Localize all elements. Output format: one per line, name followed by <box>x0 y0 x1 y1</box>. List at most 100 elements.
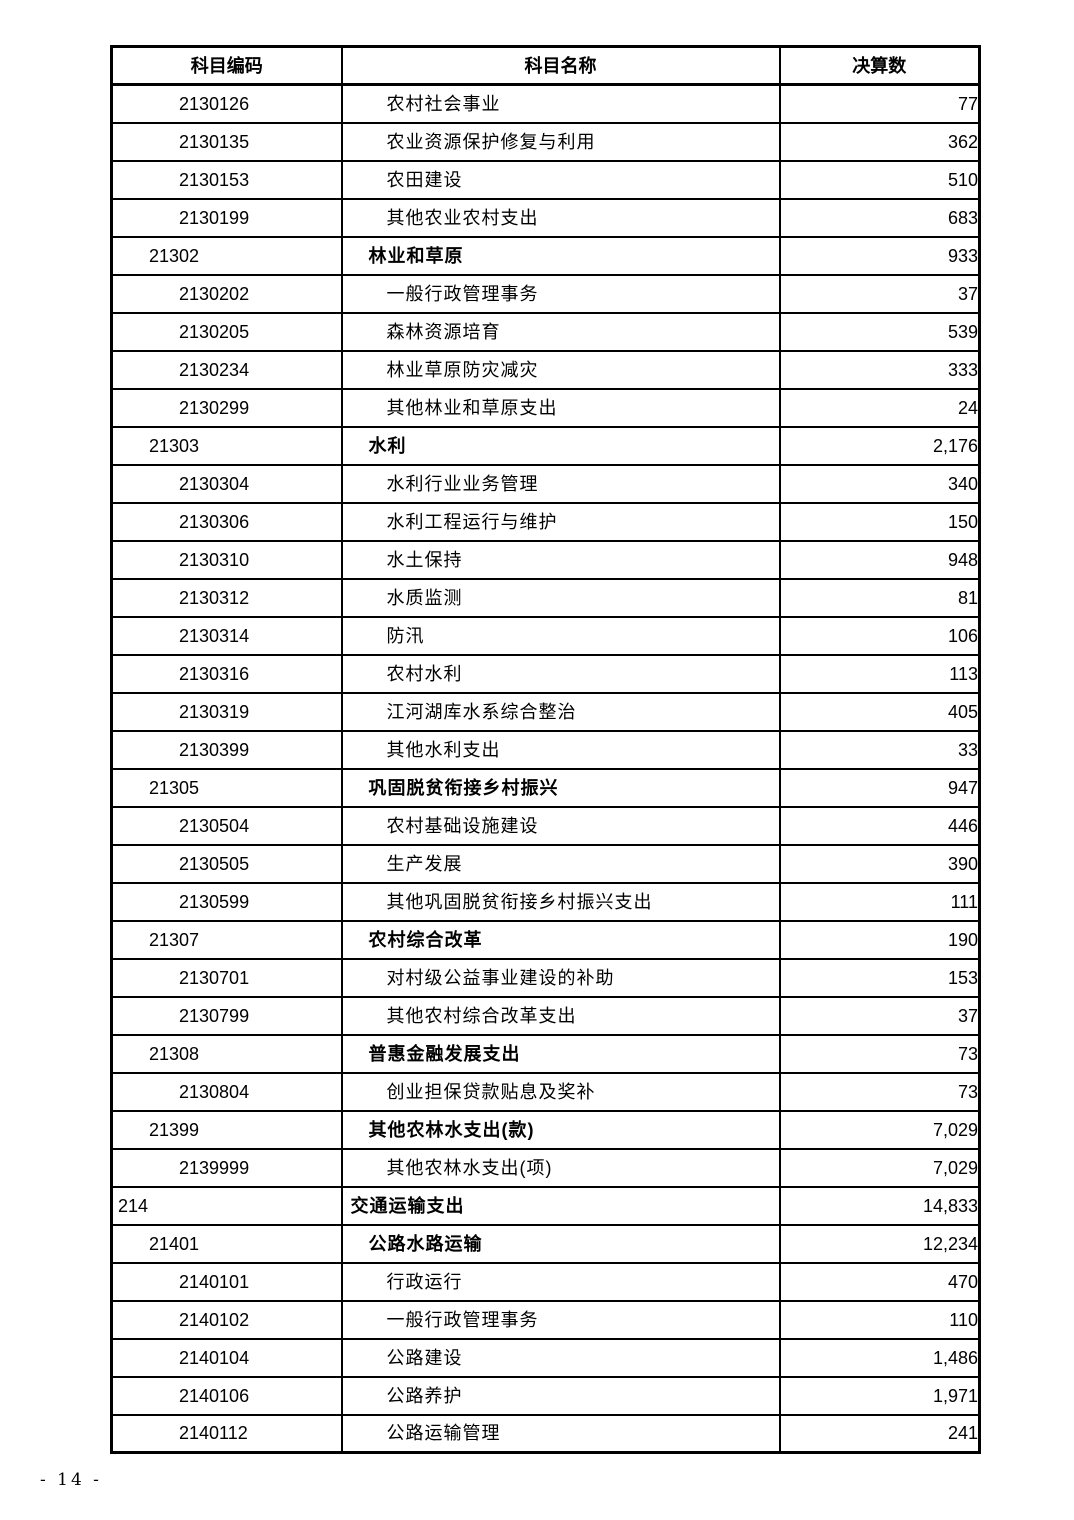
subject-name-cell: 其他农村综合改革支出 <box>340 995 781 1036</box>
subject-name-cell: 农村综合改革 <box>340 919 781 960</box>
subject-code-cell: 21305 <box>110 767 343 808</box>
subject-name-cell: 水质监测 <box>340 577 781 618</box>
subject-code-cell: 2130304 <box>110 463 343 504</box>
table-row: 2130599 其他巩固脱贫衔接乡村振兴支出 111 <box>110 881 981 922</box>
subject-name-cell: 防汛 <box>340 615 781 656</box>
table-row: 2130199 其他农业农村支出 683 <box>110 197 981 238</box>
subject-code-cell: 214 <box>110 1185 343 1226</box>
table-row: 2130126 农村社会事业 77 <box>110 83 981 124</box>
table-row: 21308 普惠金融发展支出 73 <box>110 1033 981 1074</box>
subject-name-cell: 林业和草原 <box>340 235 781 276</box>
table-row: 2130504 农村基础设施建设 446 <box>110 805 981 846</box>
table-row: 2130804 创业担保贷款贴息及奖补 73 <box>110 1071 981 1112</box>
subject-code-cell: 2130310 <box>110 539 343 580</box>
table-row: 2140106 公路养护 1,971 <box>110 1375 981 1416</box>
subject-code-cell: 2130306 <box>110 501 343 542</box>
subject-name-cell: 江河湖库水系综合整治 <box>340 691 781 732</box>
subject-code-cell: 2130202 <box>110 273 343 314</box>
table-row: 2130304 水利行业业务管理 340 <box>110 463 981 504</box>
table-row: 2130316 农村水利 113 <box>110 653 981 694</box>
subject-name-cell: 一般行政管理事务 <box>340 1299 781 1340</box>
final-amount-cell: 111 <box>778 881 981 922</box>
subject-name-cell: 普惠金融发展支出 <box>340 1033 781 1074</box>
subject-name-cell: 其他农业农村支出 <box>340 197 781 238</box>
table-row: 21307 农村综合改革 190 <box>110 919 981 960</box>
subject-name-cell: 其他林业和草原支出 <box>340 387 781 428</box>
subject-code-cell: 2130314 <box>110 615 343 656</box>
subject-name-cell: 公路建设 <box>340 1337 781 1378</box>
table-row: 2130312 水质监测 81 <box>110 577 981 618</box>
subject-code-cell: 2130126 <box>110 83 343 124</box>
subject-code-cell: 2130399 <box>110 729 343 770</box>
subject-code-cell: 2130804 <box>110 1071 343 1112</box>
final-amount-cell: 683 <box>778 197 981 238</box>
final-amount-cell: 33 <box>778 729 981 770</box>
final-amount-cell: 37 <box>778 273 981 314</box>
subject-code-cell: 2140112 <box>110 1413 343 1454</box>
final-amount-cell: 446 <box>778 805 981 846</box>
subject-code-cell: 2130505 <box>110 843 343 884</box>
final-amount-cell: 333 <box>778 349 981 390</box>
subject-code-cell: 2130316 <box>110 653 343 694</box>
table-row: 2130299 其他林业和草原支出 24 <box>110 387 981 428</box>
subject-code-cell: 2130701 <box>110 957 343 998</box>
final-amount-cell: 73 <box>778 1071 981 1112</box>
subject-code-cell: 21307 <box>110 919 343 960</box>
final-amount-cell: 2,176 <box>778 425 981 466</box>
subject-name-cell: 其他水利支出 <box>340 729 781 770</box>
final-amount-cell: 81 <box>778 577 981 618</box>
subject-code-cell: 21302 <box>110 235 343 276</box>
final-amount-cell: 510 <box>778 159 981 200</box>
final-amount-cell: 340 <box>778 463 981 504</box>
subject-code-cell: 2130799 <box>110 995 343 1036</box>
subject-code-cell: 21303 <box>110 425 343 466</box>
subject-code-cell: 2130234 <box>110 349 343 390</box>
table-row: 2140102 一般行政管理事务 110 <box>110 1299 981 1340</box>
table-row: 2130205 森林资源培育 539 <box>110 311 981 352</box>
final-amount-cell: 190 <box>778 919 981 960</box>
subject-name-cell: 一般行政管理事务 <box>340 273 781 314</box>
column-header-subject-name: 科目名称 <box>340 45 781 86</box>
budget-table: 科目编码 科目名称 决算数 2130126 农村社会事业 77 2130135 农业资源… <box>110 45 981 1454</box>
final-amount-cell: 77 <box>778 83 981 124</box>
subject-code-cell: 2140104 <box>110 1337 343 1378</box>
subject-name-cell: 农田建设 <box>340 159 781 200</box>
subject-code-cell: 2140102 <box>110 1299 343 1340</box>
table-row: 21303 水利 2,176 <box>110 425 981 466</box>
table-row: 2140112 公路运输管理 241 <box>110 1413 981 1454</box>
table-row: 2139999 其他农林水支出(项) 7,029 <box>110 1147 981 1188</box>
table-row: 21305 巩固脱贫衔接乡村振兴 947 <box>110 767 981 808</box>
final-amount-cell: 110 <box>778 1299 981 1340</box>
subject-name-cell: 水利工程运行与维护 <box>340 501 781 542</box>
subject-name-cell: 交通运输支出 <box>340 1185 781 1226</box>
table-row: 2130202 一般行政管理事务 37 <box>110 273 981 314</box>
subject-code-cell: 2139999 <box>110 1147 343 1188</box>
subject-name-cell: 农业资源保护修复与利用 <box>340 121 781 162</box>
table-row: 2130306 水利工程运行与维护 150 <box>110 501 981 542</box>
subject-code-cell: 2140101 <box>110 1261 343 1302</box>
table-row: 2130799 其他农村综合改革支出 37 <box>110 995 981 1036</box>
subject-code-cell: 21308 <box>110 1033 343 1074</box>
subject-name-cell: 巩固脱贫衔接乡村振兴 <box>340 767 781 808</box>
table-row: 2140101 行政运行 470 <box>110 1261 981 1302</box>
final-amount-cell: 539 <box>778 311 981 352</box>
final-amount-cell: 390 <box>778 843 981 884</box>
subject-name-cell: 农村基础设施建设 <box>340 805 781 846</box>
final-amount-cell: 73 <box>778 1033 981 1074</box>
subject-name-cell: 其他巩固脱贫衔接乡村振兴支出 <box>340 881 781 922</box>
final-amount-cell: 947 <box>778 767 981 808</box>
subject-name-cell: 对村级公益事业建设的补助 <box>340 957 781 998</box>
final-amount-cell: 405 <box>778 691 981 732</box>
table-row: 2130153 农田建设 510 <box>110 159 981 200</box>
table-row: 2130505 生产发展 390 <box>110 843 981 884</box>
subject-code-cell: 2130504 <box>110 805 343 846</box>
subject-code-cell: 2130599 <box>110 881 343 922</box>
page-number: - 14 - <box>40 1470 102 1490</box>
table-row: 21399 其他农林水支出(款) 7,029 <box>110 1109 981 1150</box>
table-row: 2130319 江河湖库水系综合整治 405 <box>110 691 981 732</box>
table-header-row: 科目编码 科目名称 决算数 <box>110 45 981 86</box>
subject-name-cell: 行政运行 <box>340 1261 781 1302</box>
final-amount-cell: 470 <box>778 1261 981 1302</box>
final-amount-cell: 7,029 <box>778 1147 981 1188</box>
